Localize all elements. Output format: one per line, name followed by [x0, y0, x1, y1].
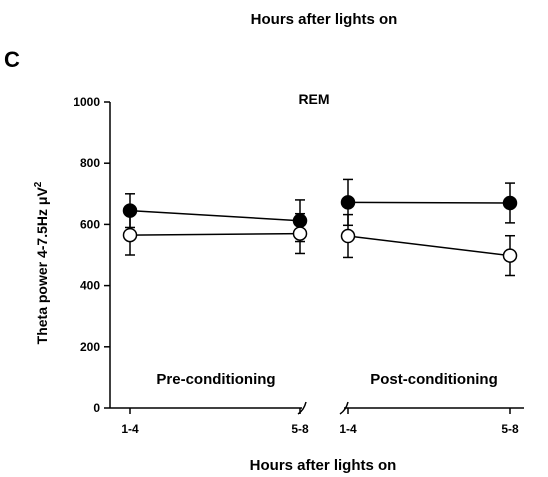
y-tick-label: 1000: [73, 95, 100, 109]
series-line: [129, 209, 301, 222]
data-point: [340, 195, 356, 210]
axis-break-mark: [297, 401, 307, 415]
series-line: [347, 201, 511, 204]
x-tick-label: 5-8: [291, 422, 309, 436]
y-axis-label: Theta power 4-7.5Hz μV2: [33, 181, 50, 344]
y-tick-label: 600: [80, 217, 100, 231]
y-axis-label-superscript: 2: [33, 181, 44, 187]
data-point: [502, 248, 518, 263]
y-tick-label: 400: [80, 279, 100, 293]
chart-marks: Pre-conditioning Post-conditioning: [122, 178, 518, 388]
axes: 0 200 400 600 800 1000 1-4 5-8 1-4 5-8: [73, 95, 524, 436]
data-point: [122, 227, 138, 243]
y-tick-label: 800: [80, 156, 100, 170]
data-point: [340, 228, 356, 244]
x-tick-label: 1-4: [121, 422, 139, 436]
panel-label: C: [4, 47, 20, 72]
y-tick-label: 200: [80, 340, 100, 354]
panel-label-text: Post-conditioning: [370, 371, 497, 388]
panel-label-text: Pre-conditioning: [156, 371, 275, 388]
x-tick-label: 1-4: [339, 422, 357, 436]
y-tick-label: 0: [93, 401, 100, 415]
x-tick-label: 5-8: [501, 422, 519, 436]
data-point: [502, 195, 518, 211]
header-text: Hours after lights on: [251, 11, 398, 28]
series-line: [347, 235, 511, 257]
chart-title: REM: [298, 91, 329, 107]
y-axis-label-text: Theta power 4-7.5Hz μV: [34, 187, 50, 345]
x-axis-label: Hours after lights on: [250, 457, 397, 474]
data-point: [292, 226, 308, 241]
series-line: [129, 232, 301, 236]
axis-break-mark: [339, 401, 349, 415]
